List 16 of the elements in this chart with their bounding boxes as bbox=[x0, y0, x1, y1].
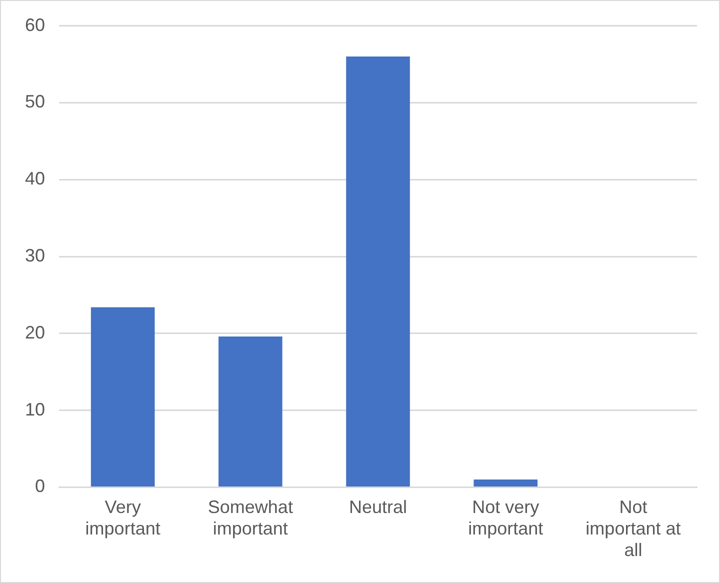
bar bbox=[218, 336, 282, 486]
y-tick-label: 0 bbox=[35, 476, 46, 496]
x-tick-label: Not important at all bbox=[586, 496, 681, 560]
x-tick-label: Somewhat important bbox=[208, 496, 293, 539]
bar bbox=[346, 56, 410, 486]
y-tick-label: 30 bbox=[24, 245, 46, 266]
bar bbox=[474, 480, 538, 486]
y-tick-label: 40 bbox=[24, 168, 46, 189]
x-tick-label: Not very important bbox=[468, 496, 544, 539]
x-tick-label: Very important bbox=[85, 496, 160, 539]
y-tick-label: 60 bbox=[24, 14, 46, 35]
y-tick-label: 50 bbox=[24, 92, 46, 112]
y-tick-label: 10 bbox=[24, 399, 46, 420]
x-tick-label: Neutral bbox=[348, 496, 408, 517]
bar bbox=[90, 307, 155, 486]
y-tick-label: 20 bbox=[24, 322, 46, 342]
